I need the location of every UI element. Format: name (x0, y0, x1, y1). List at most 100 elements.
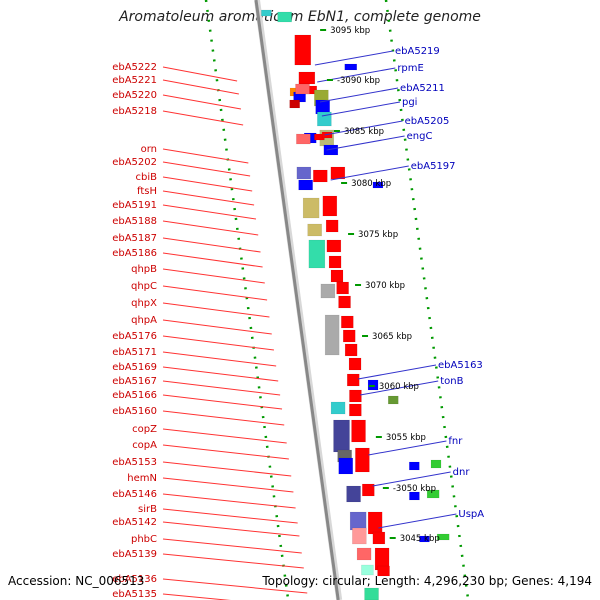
leader-line-left (162, 428, 287, 444)
gene-feature-63 (344, 63, 358, 71)
leader-line-left (162, 351, 277, 367)
gene-feature-53 (372, 531, 386, 545)
gene-label-right-ebA5163: ebA5163 (438, 360, 483, 371)
gene-label-left-ebA5136: ebA5136 (112, 574, 157, 585)
kbp-label: -3050 kbp (393, 484, 436, 494)
gene-label-left-ebA5142: ebA5142 (112, 517, 157, 528)
kbp-label: 3055 kbp (386, 433, 426, 443)
gene-feature-7 (317, 111, 332, 127)
gene-feature-33 (346, 373, 360, 387)
gene-feature-25 (320, 283, 336, 299)
leader-line-right (360, 380, 439, 396)
gene-label-left-ftsH: ftsH (137, 186, 157, 197)
gene-label-right-pgi: pgi (402, 97, 417, 108)
leader-line-left (162, 204, 257, 220)
leader-line-left (162, 237, 261, 253)
kbp-label: 3045 kbp (400, 534, 440, 544)
gene-feature-40 (351, 419, 366, 443)
gene-feature-47 (362, 483, 375, 497)
gene-feature-29 (341, 315, 354, 329)
leader-line-right (324, 120, 403, 136)
gene-label-right-rpmE: rpmE (397, 63, 424, 74)
gene-feature-39 (333, 419, 350, 453)
leader-line-right (319, 87, 399, 103)
gene-feature-66 (296, 133, 311, 145)
right-gene-labels: ebA5219 rpmE ebA5211 pgi ebA5205 engC ebA5197 e… (395, 46, 484, 520)
gene-feature-67 (289, 99, 300, 109)
gene-label-right-engC: engC (407, 131, 433, 142)
leader-line-left (162, 161, 251, 177)
gene-feature-62 (261, 9, 272, 17)
gene-feature-58 (361, 564, 374, 576)
gene-feature-30 (342, 329, 356, 343)
genome-backbone (254, 0, 343, 600)
leader-line-right (368, 440, 447, 456)
kbp-ticks: 3095 kbp -3090 kbp 3085 kbp 3080 kbp 3075 kb… (320, 26, 440, 544)
gene-label-left-qhpC: qhpC (131, 281, 157, 292)
gene-feature-1 (298, 71, 316, 85)
gene-label-left-phbC: phbC (131, 534, 157, 545)
gene-feature-43 (355, 447, 370, 473)
leader-line-left (162, 268, 265, 284)
gene-label-left-ebA5135: ebA5135 (112, 589, 157, 600)
gene-label-left-cbiB: cbiB (136, 172, 158, 183)
gene-feature-46 (346, 485, 361, 503)
gene-label-right-fnr: fnr (448, 436, 463, 447)
gene-feature-36 (388, 395, 399, 405)
gene-label-left-ebA5176: ebA5176 (112, 331, 157, 342)
leader-line-left (162, 366, 279, 382)
gene-feature-0 (294, 34, 312, 66)
gene-label-left-ebA5202: ebA5202 (112, 157, 157, 168)
gene-feature-23 (328, 255, 342, 269)
leader-line-left (162, 593, 231, 600)
gene-label-left-ebA5188: ebA5188 (112, 216, 157, 227)
leader-line-left (162, 578, 308, 594)
leader-line-left (162, 302, 270, 318)
gene-label-left-ebA5187: ebA5187 (112, 233, 157, 244)
gene-label-right-ebA5197: ebA5197 (411, 161, 456, 172)
gene-feature-22 (326, 239, 342, 253)
kbp-label: 3070 kbp (365, 281, 405, 291)
kbp-label: 3075 kbp (358, 230, 398, 240)
gene-feature-44 (409, 461, 420, 471)
gene-label-right-dnr: dnr (453, 467, 471, 478)
leader-line-left (162, 477, 294, 493)
gene-feature-52 (352, 527, 367, 545)
gene-label-left-copZ: copZ (132, 424, 157, 435)
gene-feature-54 (419, 535, 430, 543)
gene-feature-37 (330, 401, 346, 415)
gene-label-left-ebA5160: ebA5160 (112, 406, 157, 417)
gene-feature-14 (330, 166, 346, 180)
left-dotted-track (204, 0, 290, 600)
kbp-label: 3060 kbp (379, 382, 419, 392)
gene-feature-65 (295, 83, 310, 95)
label-leader-lines (162, 50, 457, 600)
gene-features (261, 9, 450, 600)
gene-feature-42 (338, 457, 353, 475)
leader-line-left (162, 190, 255, 206)
leader-line-left (162, 508, 298, 524)
kbp-label: 3085 kbp (344, 127, 384, 137)
gene-label-left-ebA5169: ebA5169 (112, 362, 157, 373)
gene-feature-26 (336, 281, 349, 295)
gene-label-left-ebA5153: ebA5153 (112, 457, 157, 468)
gene-feature-60 (364, 587, 379, 600)
gene-feature-61 (277, 11, 292, 23)
leader-line-left (162, 380, 281, 396)
gene-feature-15 (296, 166, 312, 180)
gene-label-left-ebA5166: ebA5166 (112, 390, 157, 401)
kbp-label: -3090 kbp (337, 76, 380, 86)
gene-feature-48 (409, 491, 420, 501)
gene-label-left-ebA5218: ebA5218 (112, 106, 157, 117)
gene-feature-51 (367, 511, 383, 535)
gene-label-left-qhpA: qhpA (131, 315, 157, 326)
leader-line-right (378, 513, 457, 529)
gene-label-left-ebA5171: ebA5171 (112, 347, 157, 358)
leader-line-left (162, 176, 253, 192)
gene-feature-38 (349, 403, 362, 417)
leader-line-left (162, 493, 296, 509)
gene-feature-18 (322, 195, 338, 217)
gene-label-left-ebA5146: ebA5146 (112, 489, 157, 500)
leader-line-left (162, 335, 275, 351)
